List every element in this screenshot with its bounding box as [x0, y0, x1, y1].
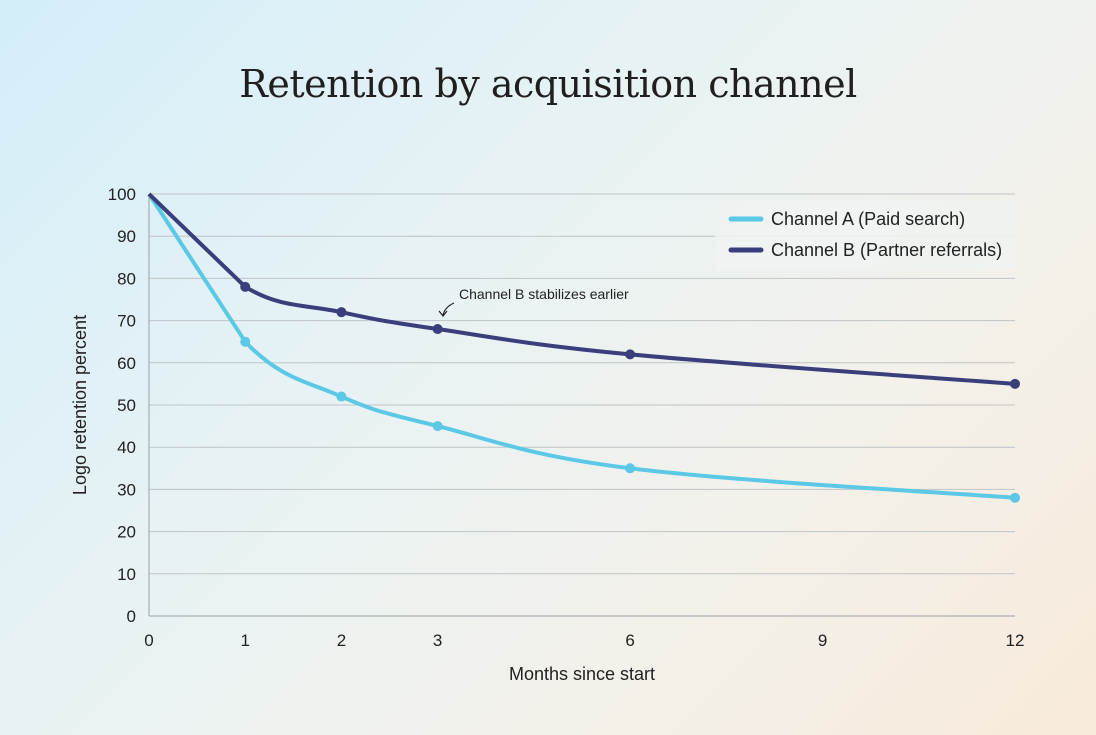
y-tick-label: 60 — [117, 354, 136, 373]
data-point-b — [625, 349, 636, 360]
x-tick-label: 3 — [433, 631, 442, 650]
series-line-a — [147, 192, 1016, 500]
series-points — [240, 281, 1020, 503]
legend: Channel A (Paid search) Channel B (Partn… — [715, 200, 1015, 270]
y-tick-label: 100 — [108, 185, 136, 204]
x-tick-label: 9 — [818, 631, 827, 650]
y-tick-label: 0 — [127, 607, 136, 626]
data-point-b — [432, 324, 443, 335]
data-point-b — [1010, 378, 1020, 389]
annotation: Channel B stabilizes earlier — [438, 286, 629, 317]
annotation-arrow — [442, 302, 455, 316]
y-tick-labels: 0 10 20 30 40 50 60 70 80 90 100 — [108, 185, 136, 626]
legend-label-b: Channel B (Partner referrals) — [771, 240, 1002, 260]
y-axis-label: Logo retention percent — [70, 315, 90, 495]
data-point-b — [336, 307, 347, 318]
y-tick-label: 50 — [117, 396, 136, 415]
data-point-a — [336, 391, 347, 402]
y-tick-label: 40 — [117, 438, 136, 457]
data-point-a — [625, 463, 636, 474]
y-tick-label: 10 — [117, 565, 136, 584]
series-line-b — [147, 192, 1016, 386]
annotation-arrowhead — [438, 310, 448, 317]
data-point-a — [240, 336, 251, 347]
y-tick-label: 20 — [117, 523, 136, 542]
legend-background — [715, 200, 1015, 270]
x-axis-label: Months since start — [509, 664, 655, 684]
x-tick-label: 12 — [1006, 631, 1025, 650]
data-point-a — [432, 421, 443, 432]
x-tick-label: 6 — [625, 631, 634, 650]
x-tick-labels: 0 1 2 3 6 9 12 — [144, 631, 1024, 650]
y-tick-label: 70 — [117, 312, 136, 331]
series-lines — [147, 192, 1016, 500]
y-tick-label: 90 — [117, 227, 136, 246]
x-tick-label: 0 — [144, 631, 153, 650]
data-point-a — [1010, 492, 1020, 503]
data-point-b — [240, 281, 251, 292]
x-tick-label: 1 — [240, 631, 249, 650]
legend-label-a: Channel A (Paid search) — [771, 209, 965, 229]
y-tick-label: 80 — [117, 269, 136, 288]
x-tick-label: 2 — [337, 631, 346, 650]
annotation-text: Channel B stabilizes earlier — [459, 286, 629, 302]
y-tick-label: 30 — [117, 480, 136, 499]
chart-title: Retention by acquisition channel — [239, 62, 857, 106]
